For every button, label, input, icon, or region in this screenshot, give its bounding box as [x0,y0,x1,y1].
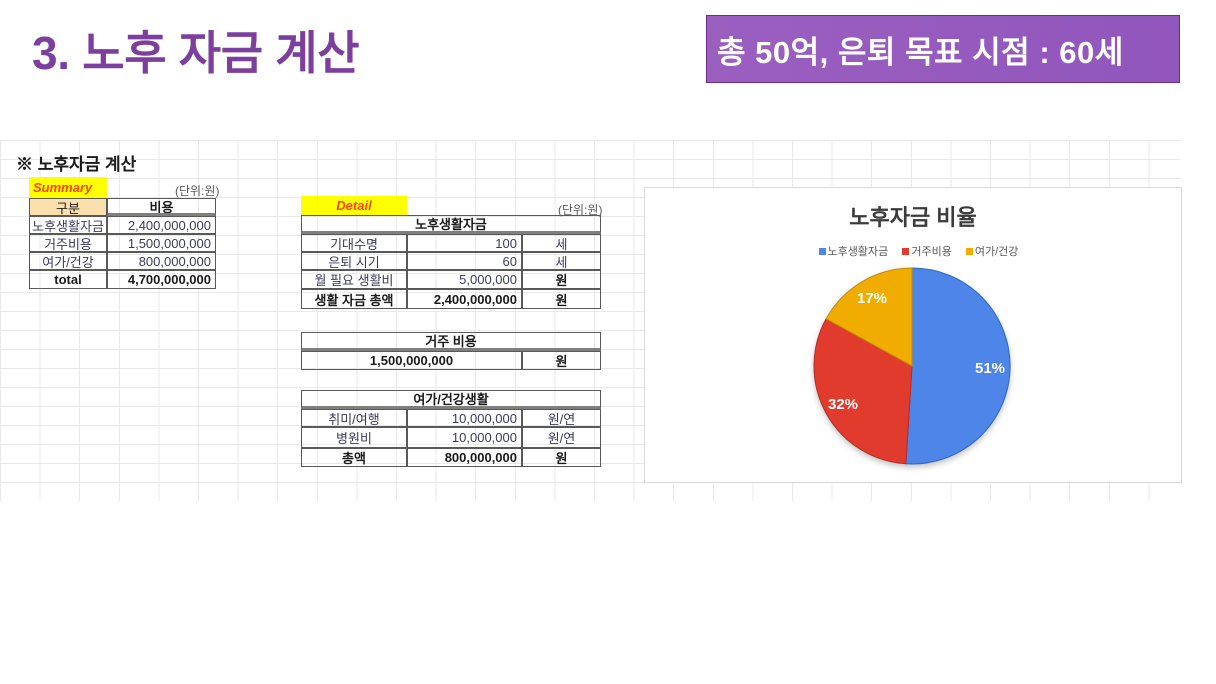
svg-text:32%: 32% [828,396,858,413]
svg-text:51%: 51% [975,360,1005,377]
svg-text:17%: 17% [857,290,887,307]
